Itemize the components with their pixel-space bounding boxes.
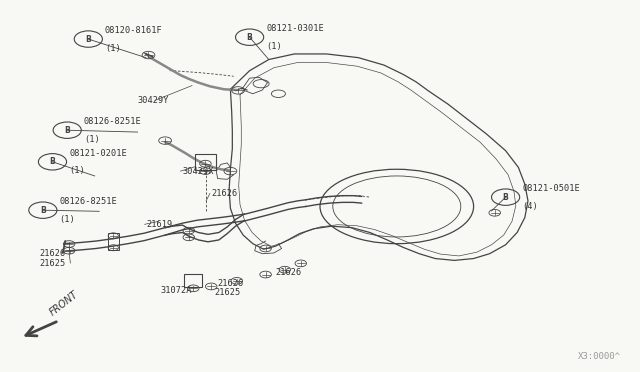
Text: (4): (4) <box>522 202 538 211</box>
Text: 21625: 21625 <box>214 288 241 297</box>
Text: 21626: 21626 <box>275 268 301 277</box>
Text: B: B <box>503 193 508 202</box>
Text: 08126-8251E: 08126-8251E <box>60 198 117 206</box>
Text: 08126-8251E: 08126-8251E <box>84 118 141 126</box>
Text: B: B <box>247 33 252 42</box>
Text: FRONT: FRONT <box>48 290 81 318</box>
Text: 21626: 21626 <box>40 249 66 258</box>
Bar <box>195 154 216 170</box>
Text: 21625: 21625 <box>40 259 66 267</box>
Text: B: B <box>40 206 45 215</box>
Text: (1): (1) <box>84 135 100 144</box>
Text: 08121-0501E: 08121-0501E <box>522 185 580 193</box>
Text: (1): (1) <box>60 215 76 224</box>
Text: 08120-8161F: 08120-8161F <box>105 26 163 35</box>
Text: X3:0000^: X3:0000^ <box>578 352 621 361</box>
Text: 30429X: 30429X <box>182 167 214 176</box>
Text: 21619: 21619 <box>146 220 172 229</box>
Text: B: B <box>65 126 70 135</box>
Text: 31072A: 31072A <box>160 286 191 295</box>
Text: B: B <box>50 157 55 166</box>
Text: 21626: 21626 <box>211 189 237 198</box>
Bar <box>108 233 119 250</box>
Text: 21626: 21626 <box>218 279 244 288</box>
Text: B: B <box>86 35 91 44</box>
Text: (1): (1) <box>105 44 121 52</box>
Text: (1): (1) <box>69 166 85 175</box>
Text: 08121-0201E: 08121-0201E <box>69 149 127 158</box>
Text: (1): (1) <box>266 42 282 51</box>
Bar <box>184 274 202 287</box>
Text: 30429Y: 30429Y <box>138 96 169 105</box>
Text: 08121-0301E: 08121-0301E <box>266 25 324 33</box>
